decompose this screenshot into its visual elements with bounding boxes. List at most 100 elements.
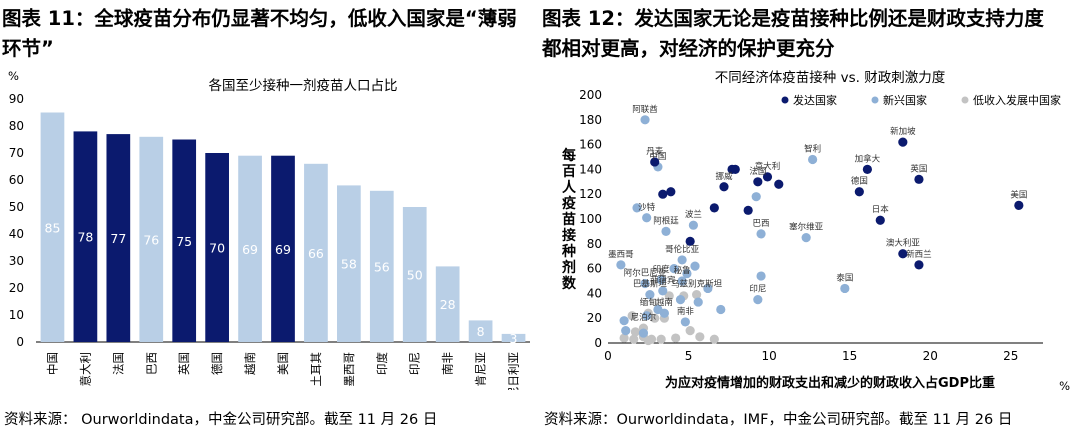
- scatter-y-tick-label: 120: [579, 187, 602, 201]
- scatter-point: [643, 335, 653, 346]
- legend-label: 低收入发展中国家: [973, 93, 1061, 107]
- scatter-x-tick-label: 15: [842, 349, 857, 363]
- legend-label: 发达国家: [793, 93, 837, 107]
- scatter-point: [914, 260, 924, 270]
- bar-value-label: 76: [143, 232, 159, 247]
- bar-category-label: 法国: [111, 352, 125, 375]
- scatter-point: [743, 205, 753, 215]
- bar-value-label: 8: [477, 324, 485, 339]
- scatter-point: [669, 264, 679, 274]
- scatter-point: [690, 261, 700, 271]
- scatter-point: [675, 295, 686, 305]
- scatter-point-label: 加拿大: [855, 153, 881, 164]
- scatter-point-label: 智利: [804, 143, 821, 154]
- bar-y-tick-label: 0: [16, 335, 24, 349]
- scatter-point-label: 尼泊尔: [631, 312, 657, 323]
- scatter-point: [840, 283, 850, 294]
- scatter-point: [630, 327, 640, 337]
- legend-label: 新兴国家: [883, 93, 927, 107]
- scatter-y-tick-label: 0: [594, 336, 602, 350]
- scatter-point: [756, 271, 766, 281]
- bar-y-tick-label: 60: [9, 173, 24, 187]
- scatter-point-label: 美国: [1010, 189, 1027, 200]
- scatter-point-label: 泰国: [836, 272, 853, 283]
- scatter-point: [751, 192, 761, 202]
- scatter-point: [854, 187, 864, 197]
- bar-value-label: 3: [510, 331, 518, 346]
- bar-category-label: 墨西哥: [342, 352, 356, 387]
- scatter-point: [808, 154, 818, 165]
- bar-category-label: 尼日利亚: [507, 352, 521, 390]
- left-source-note: 资料来源： Ourworldindata，中金公司研究部。截至 11 月 26 …: [4, 412, 438, 428]
- left-figure: 图表 11：全球疫苗分布仍显著不均匀，低收入国家是“薄弱环节” 各国至少接种一剂…: [2, 7, 530, 428]
- bar-category-label: 越南: [243, 352, 257, 375]
- scatter-point: [1014, 200, 1024, 210]
- scatter-y-tick-label: 40: [587, 286, 602, 300]
- scatter-point: [709, 203, 719, 213]
- scatter-point-label: 印度: [653, 264, 671, 275]
- scatter-point: [653, 304, 663, 315]
- bar-value-label: 66: [308, 246, 324, 261]
- scatter-point: [666, 187, 676, 197]
- bar: [106, 134, 131, 342]
- scatter-y-tick-label: 100: [579, 212, 602, 226]
- bar-category-label: 印度: [375, 352, 389, 375]
- scatter-point-label: 越南: [656, 297, 673, 308]
- bar-value-label: 56: [374, 259, 390, 274]
- scatter-point: [898, 137, 908, 147]
- legend-marker: [781, 96, 789, 104]
- scatter-point: [621, 326, 631, 336]
- scatter-point-label: 印尼: [749, 284, 766, 295]
- scatter-point: [656, 275, 666, 285]
- bar-value-label: 69: [275, 242, 291, 257]
- bar-category-label: 南非: [441, 352, 455, 375]
- scatter-point-label: 阿联酋: [632, 104, 658, 115]
- left-figure-title: 图表 11：全球疫苗分布仍显著不均匀，低收入国家是“薄弱环节”: [2, 7, 517, 60]
- scatter-chart-title: 不同经济体疫苗接种 vs. 财政刺激力度: [715, 69, 945, 86]
- scatter-point: [645, 290, 655, 300]
- scatter-point: [875, 215, 885, 225]
- bar: [40, 112, 65, 342]
- scatter-y-tick-label: 160: [579, 138, 602, 152]
- scatter-point: [640, 115, 650, 125]
- scatter-y-tick-label: 180: [579, 113, 602, 127]
- scatter-point: [642, 213, 652, 223]
- scatter-point-label: 英国: [910, 163, 927, 174]
- scatter-point: [642, 311, 652, 321]
- scatter-point: [627, 311, 637, 321]
- scatter-point: [753, 177, 763, 187]
- scatter-point-label: 波兰: [685, 209, 702, 220]
- bar-value-label: 78: [77, 230, 93, 245]
- scatter-point-label: 巴基斯坦: [633, 279, 668, 290]
- scatter-point-label: 澳大利亚: [886, 238, 921, 249]
- scatter-point: [898, 249, 908, 259]
- scatter-x-unit-label: %: [1059, 379, 1070, 393]
- scatter-point: [730, 164, 740, 174]
- scatter-point: [656, 334, 666, 344]
- bar-category-label: 德国: [210, 352, 224, 375]
- bar: [172, 139, 197, 342]
- scatter-point-label: 新西兰: [906, 249, 932, 260]
- scatter-point-label: 丹麦: [646, 146, 664, 157]
- scatter-point: [692, 290, 702, 300]
- scatter-point: [703, 283, 713, 294]
- scatter-point-label: 阿根廷: [653, 215, 679, 226]
- scatter-y-tick-label: 20: [587, 311, 602, 325]
- bar-value-label: 69: [242, 242, 258, 257]
- bar-value-label: 50: [407, 268, 423, 283]
- scatter-point: [688, 220, 698, 230]
- scatter-point-label: 挪威: [715, 171, 733, 182]
- scatter-point: [664, 291, 674, 301]
- bar-value-label: 70: [209, 241, 225, 256]
- bar-category-label: 巴西: [144, 352, 158, 375]
- scatter-point-label: 缅甸: [640, 297, 657, 308]
- scatter-point-label: 哥伦比亚: [665, 244, 700, 255]
- scatter-point-label: 巴西: [753, 219, 770, 229]
- scatter-point: [619, 316, 629, 326]
- scatter-point: [661, 226, 671, 236]
- bar: [501, 333, 526, 342]
- scatter-point: [658, 286, 668, 296]
- scatter-point: [629, 334, 639, 344]
- legend-marker: [961, 96, 969, 104]
